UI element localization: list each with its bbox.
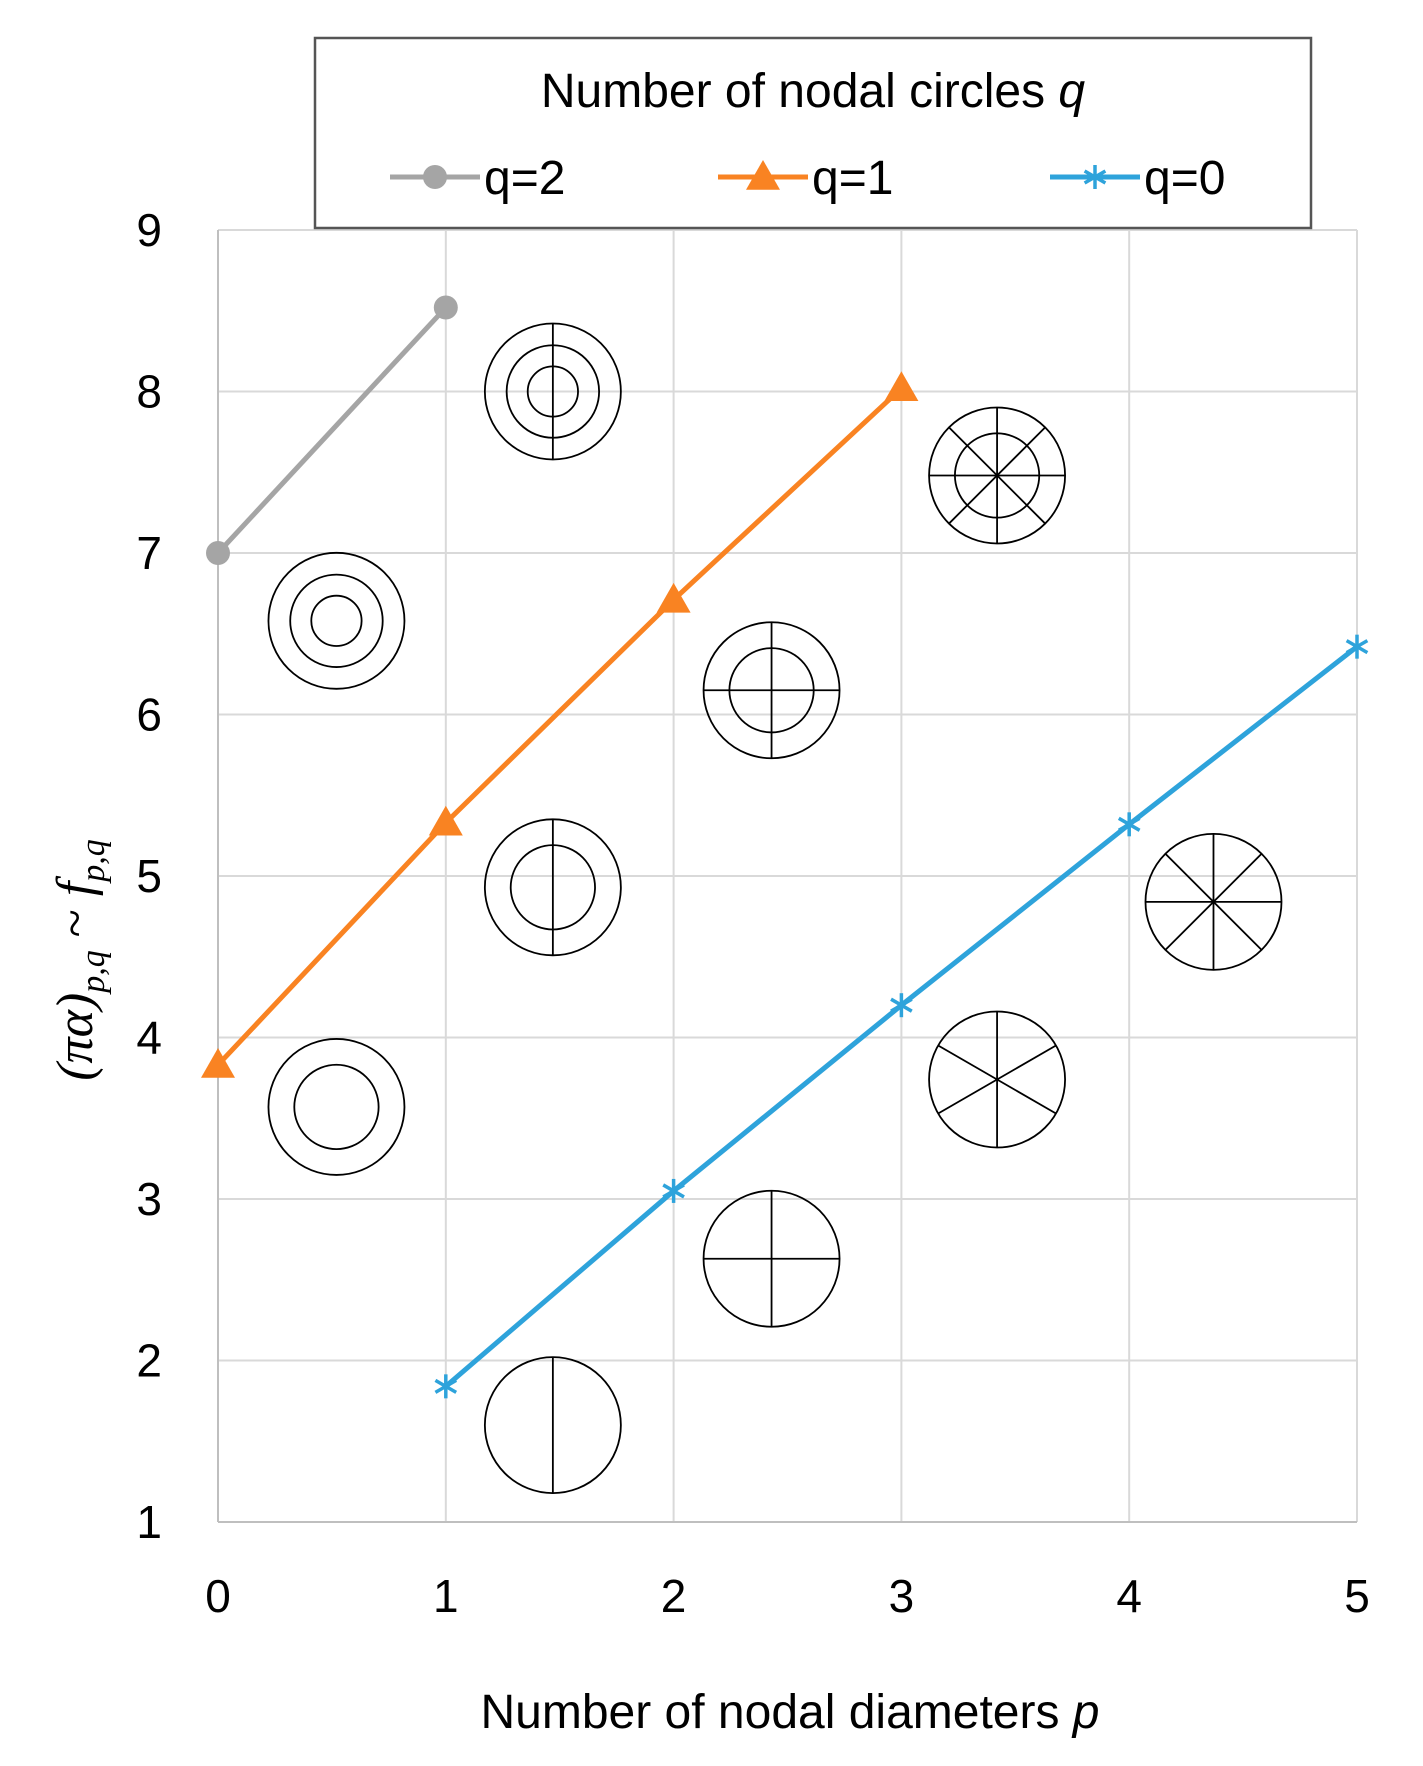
legend-label: q=0 [1144, 152, 1225, 205]
legend-items: q=2 q=1 q=0 [390, 152, 1225, 205]
legend-item: q=1 [718, 152, 893, 205]
x-tick-label: 2 [661, 1570, 687, 1622]
data-point [890, 993, 913, 1018]
series-q=0 [434, 634, 1369, 1399]
mode-nodal-diameter [1164, 853, 1263, 951]
data-point [1117, 812, 1141, 837]
mode-diagram [928, 406, 1066, 545]
series-group [201, 295, 1369, 1399]
mode-diagram [928, 1010, 1066, 1149]
y-tick-label: 7 [136, 527, 162, 579]
data-point [434, 1374, 458, 1399]
x-tick-label: 5 [1344, 1570, 1370, 1622]
x-tick-label: 1 [433, 1570, 459, 1622]
y-tick-label: 8 [136, 366, 162, 418]
series-line [216, 305, 448, 555]
y-tick-label: 1 [136, 1496, 162, 1548]
y-tick-label: 3 [136, 1173, 162, 1225]
y-tick-label: 6 [136, 689, 162, 741]
legend: Number of nodal circles q q=2 q=1 q=0 [313, 36, 1313, 230]
y-tick-label: 9 [136, 204, 162, 256]
mode-diagram [702, 621, 841, 760]
x-tick-label: 4 [1116, 1570, 1142, 1622]
data-point [201, 1047, 235, 1078]
data-point [206, 541, 230, 565]
y-axis-title: (πα)p,q ~ fp,q [47, 839, 112, 1081]
legend-swatch-marker [1083, 165, 1107, 189]
data-point [884, 371, 919, 402]
legend-title: Number of nodal circles q [541, 65, 1086, 118]
x-axis-title: Number of nodal diameters p [481, 1686, 1100, 1739]
x-tick-labels: 0 1 2 3 4 5 [205, 1570, 1370, 1622]
series-line [216, 386, 904, 1067]
y-tick-label: 2 [136, 1335, 162, 1387]
legend-item: q=2 [390, 152, 565, 205]
data-point [428, 805, 463, 836]
legend-swatch-marker [423, 165, 447, 189]
grid [217, 229, 1358, 1523]
mode-diagrams [267, 322, 1283, 1494]
mode-diagram [483, 1356, 622, 1494]
data-point [662, 1178, 685, 1203]
mode-diagram [1144, 832, 1283, 971]
mode-diagram [267, 1038, 406, 1176]
y-tick-label: 4 [136, 1012, 162, 1064]
mode-nodal-circle [289, 573, 384, 668]
x-tick-label: 3 [889, 1570, 915, 1622]
mode-nodal-circle [293, 1063, 380, 1151]
legend-label: q=2 [484, 152, 565, 205]
y-tick-label: 5 [136, 850, 162, 902]
mode-nodal-diameter [937, 1044, 1057, 1115]
legend-item: q=0 [1050, 152, 1225, 205]
y-tick-labels: 1 2 3 4 5 6 7 8 9 [136, 204, 162, 1548]
mode-diagram [267, 551, 406, 690]
mode-outer-circle [267, 1038, 406, 1176]
data-point [656, 582, 691, 613]
series-q=1 [201, 371, 919, 1078]
mode-diagram [483, 818, 622, 957]
mode-diagram [702, 1189, 841, 1328]
data-point [1345, 634, 1369, 659]
data-point [433, 295, 458, 320]
mode-nodal-diameter [948, 426, 1046, 525]
legend-label: q=1 [812, 152, 893, 205]
series-q=2 [206, 295, 458, 565]
x-tick-label: 0 [205, 1570, 231, 1622]
legend-swatch-marker [746, 160, 780, 190]
legend-box [313, 36, 1313, 230]
mode-nodal-circle [310, 594, 363, 647]
mode-diagram [483, 322, 622, 461]
mode-outer-circle [267, 551, 406, 690]
